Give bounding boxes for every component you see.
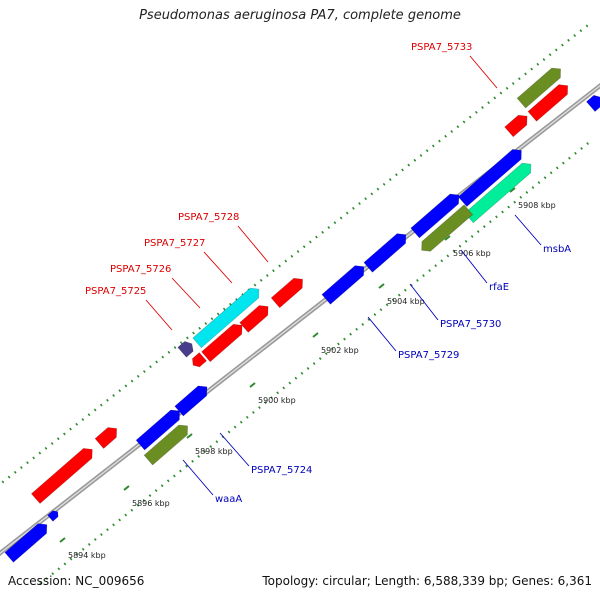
gene-box-olive-top[interactable] — [516, 67, 561, 109]
tick-mark-3 — [249, 382, 256, 388]
gene-label-pspa7-5726[interactable]: PSPA7_5726 — [110, 264, 171, 275]
gene-box-red-small[interactable] — [192, 352, 207, 368]
gene-label-msba[interactable]: msbA — [543, 244, 571, 255]
tick-label-5: 5904 kbp — [387, 297, 425, 306]
leader-msba — [514, 214, 542, 246]
tick-label-2: 5898 kbp — [195, 447, 233, 456]
inner-dotted-ring — [39, 139, 593, 585]
genome-backbone — [0, 82, 600, 557]
dotted-rings — [0, 21, 593, 585]
outer-dotted-ring — [0, 21, 593, 486]
gene-box-red-lower-long[interactable] — [30, 448, 93, 504]
gene-box-red-5727[interactable] — [239, 305, 269, 333]
gene-label-pspa7-5725[interactable]: PSPA7_5725 — [85, 286, 146, 297]
gene-box-blue-mid[interactable] — [410, 193, 460, 239]
leader-pspa7-5727 — [203, 251, 233, 284]
gene-label-pspa7-5729[interactable]: PSPA7_5729 — [398, 350, 459, 361]
topology-text: Topology: circular; Length: 6,588,339 bp… — [262, 574, 592, 588]
gene-box-red-mid[interactable] — [201, 323, 243, 363]
tick-mark-5 — [378, 283, 385, 289]
tick-label-3: 5900 kbp — [258, 396, 296, 405]
gene-box-blue-tiny[interactable] — [47, 510, 59, 522]
tick-mark-0 — [59, 537, 66, 543]
leader-pspa7-5728 — [237, 225, 269, 263]
tick-mark-7 — [509, 187, 516, 193]
tick-label-6: 5906 kbp — [453, 249, 491, 258]
gene-labels: PSPA7_5733 PSPA7_5728 PSPA7_5727 PSPA7_5726… — [85, 42, 571, 505]
leader-pspa7-5725 — [145, 299, 173, 331]
leader-pspa7-5724 — [219, 432, 250, 467]
tick-mark-2 — [186, 433, 193, 439]
leader-pspa7-5730 — [409, 283, 439, 321]
backbone-line-inner — [0, 84, 600, 555]
gene-box-blue-upper[interactable] — [174, 385, 208, 417]
tick-label-7: 5908 kbp — [518, 201, 556, 210]
gene-box-red-5733[interactable] — [527, 84, 569, 122]
gene-box-red-5728[interactable] — [270, 277, 303, 309]
gene-box-blue-5729[interactable] — [321, 265, 365, 305]
gene-label-pspa7-5727[interactable]: PSPA7_5727 — [144, 238, 205, 249]
tick-mark-6 — [444, 235, 451, 241]
leader-waaa — [182, 459, 214, 496]
tick-label-1: 5896 kbp — [132, 499, 170, 508]
tick-mark-1 — [123, 485, 130, 491]
gene-box-cyan-5726[interactable] — [192, 287, 260, 349]
map-title: Pseudomonas aeruginosa PA7, complete gen… — [139, 8, 461, 23]
gene-box-5725[interactable] — [177, 341, 194, 358]
gene-label-pspa7-5728[interactable]: PSPA7_5728 — [178, 212, 239, 223]
gene-box-blue-bottom[interactable] — [4, 523, 48, 563]
gene-box-blue-long[interactable] — [457, 149, 522, 207]
gene-box-blue-5724[interactable] — [135, 409, 180, 451]
leader-pspa7-5729 — [367, 316, 397, 352]
leader-rfae — [460, 249, 488, 284]
gene-box-waaa[interactable] — [143, 424, 188, 466]
tick-label-4: 5902 kbp — [321, 346, 359, 355]
gene-box-rfae[interactable] — [421, 204, 474, 252]
tick-label-0: 5894 kbp — [68, 551, 106, 560]
gene-features — [4, 67, 600, 563]
leader-pspa7-5726 — [171, 277, 201, 309]
gene-label-rfae[interactable]: rfaE — [489, 282, 509, 293]
kbp-ticks: 5894 kbp 5896 kbp 5898 kbp 5900 kbp 5902 kbp… — [59, 187, 556, 560]
gene-label-waaa[interactable]: waaA — [215, 494, 242, 505]
leader-pspa7-5733 — [469, 55, 498, 89]
gene-box-red-top-small[interactable] — [504, 114, 528, 138]
gene-box-blue-edge[interactable] — [586, 94, 600, 112]
tick-mark-4 — [312, 332, 319, 338]
gene-label-pspa7-5724[interactable]: PSPA7_5724 — [251, 465, 312, 476]
gene-box-blue-5730[interactable] — [363, 233, 407, 273]
gene-label-pspa7-5730[interactable]: PSPA7_5730 — [440, 319, 501, 330]
accession-text: Accession: NC_009656 — [8, 574, 145, 588]
gene-box-red-lower-small[interactable] — [94, 427, 118, 449]
gene-label-pspa7-5733[interactable]: PSPA7_5733 — [411, 42, 472, 53]
